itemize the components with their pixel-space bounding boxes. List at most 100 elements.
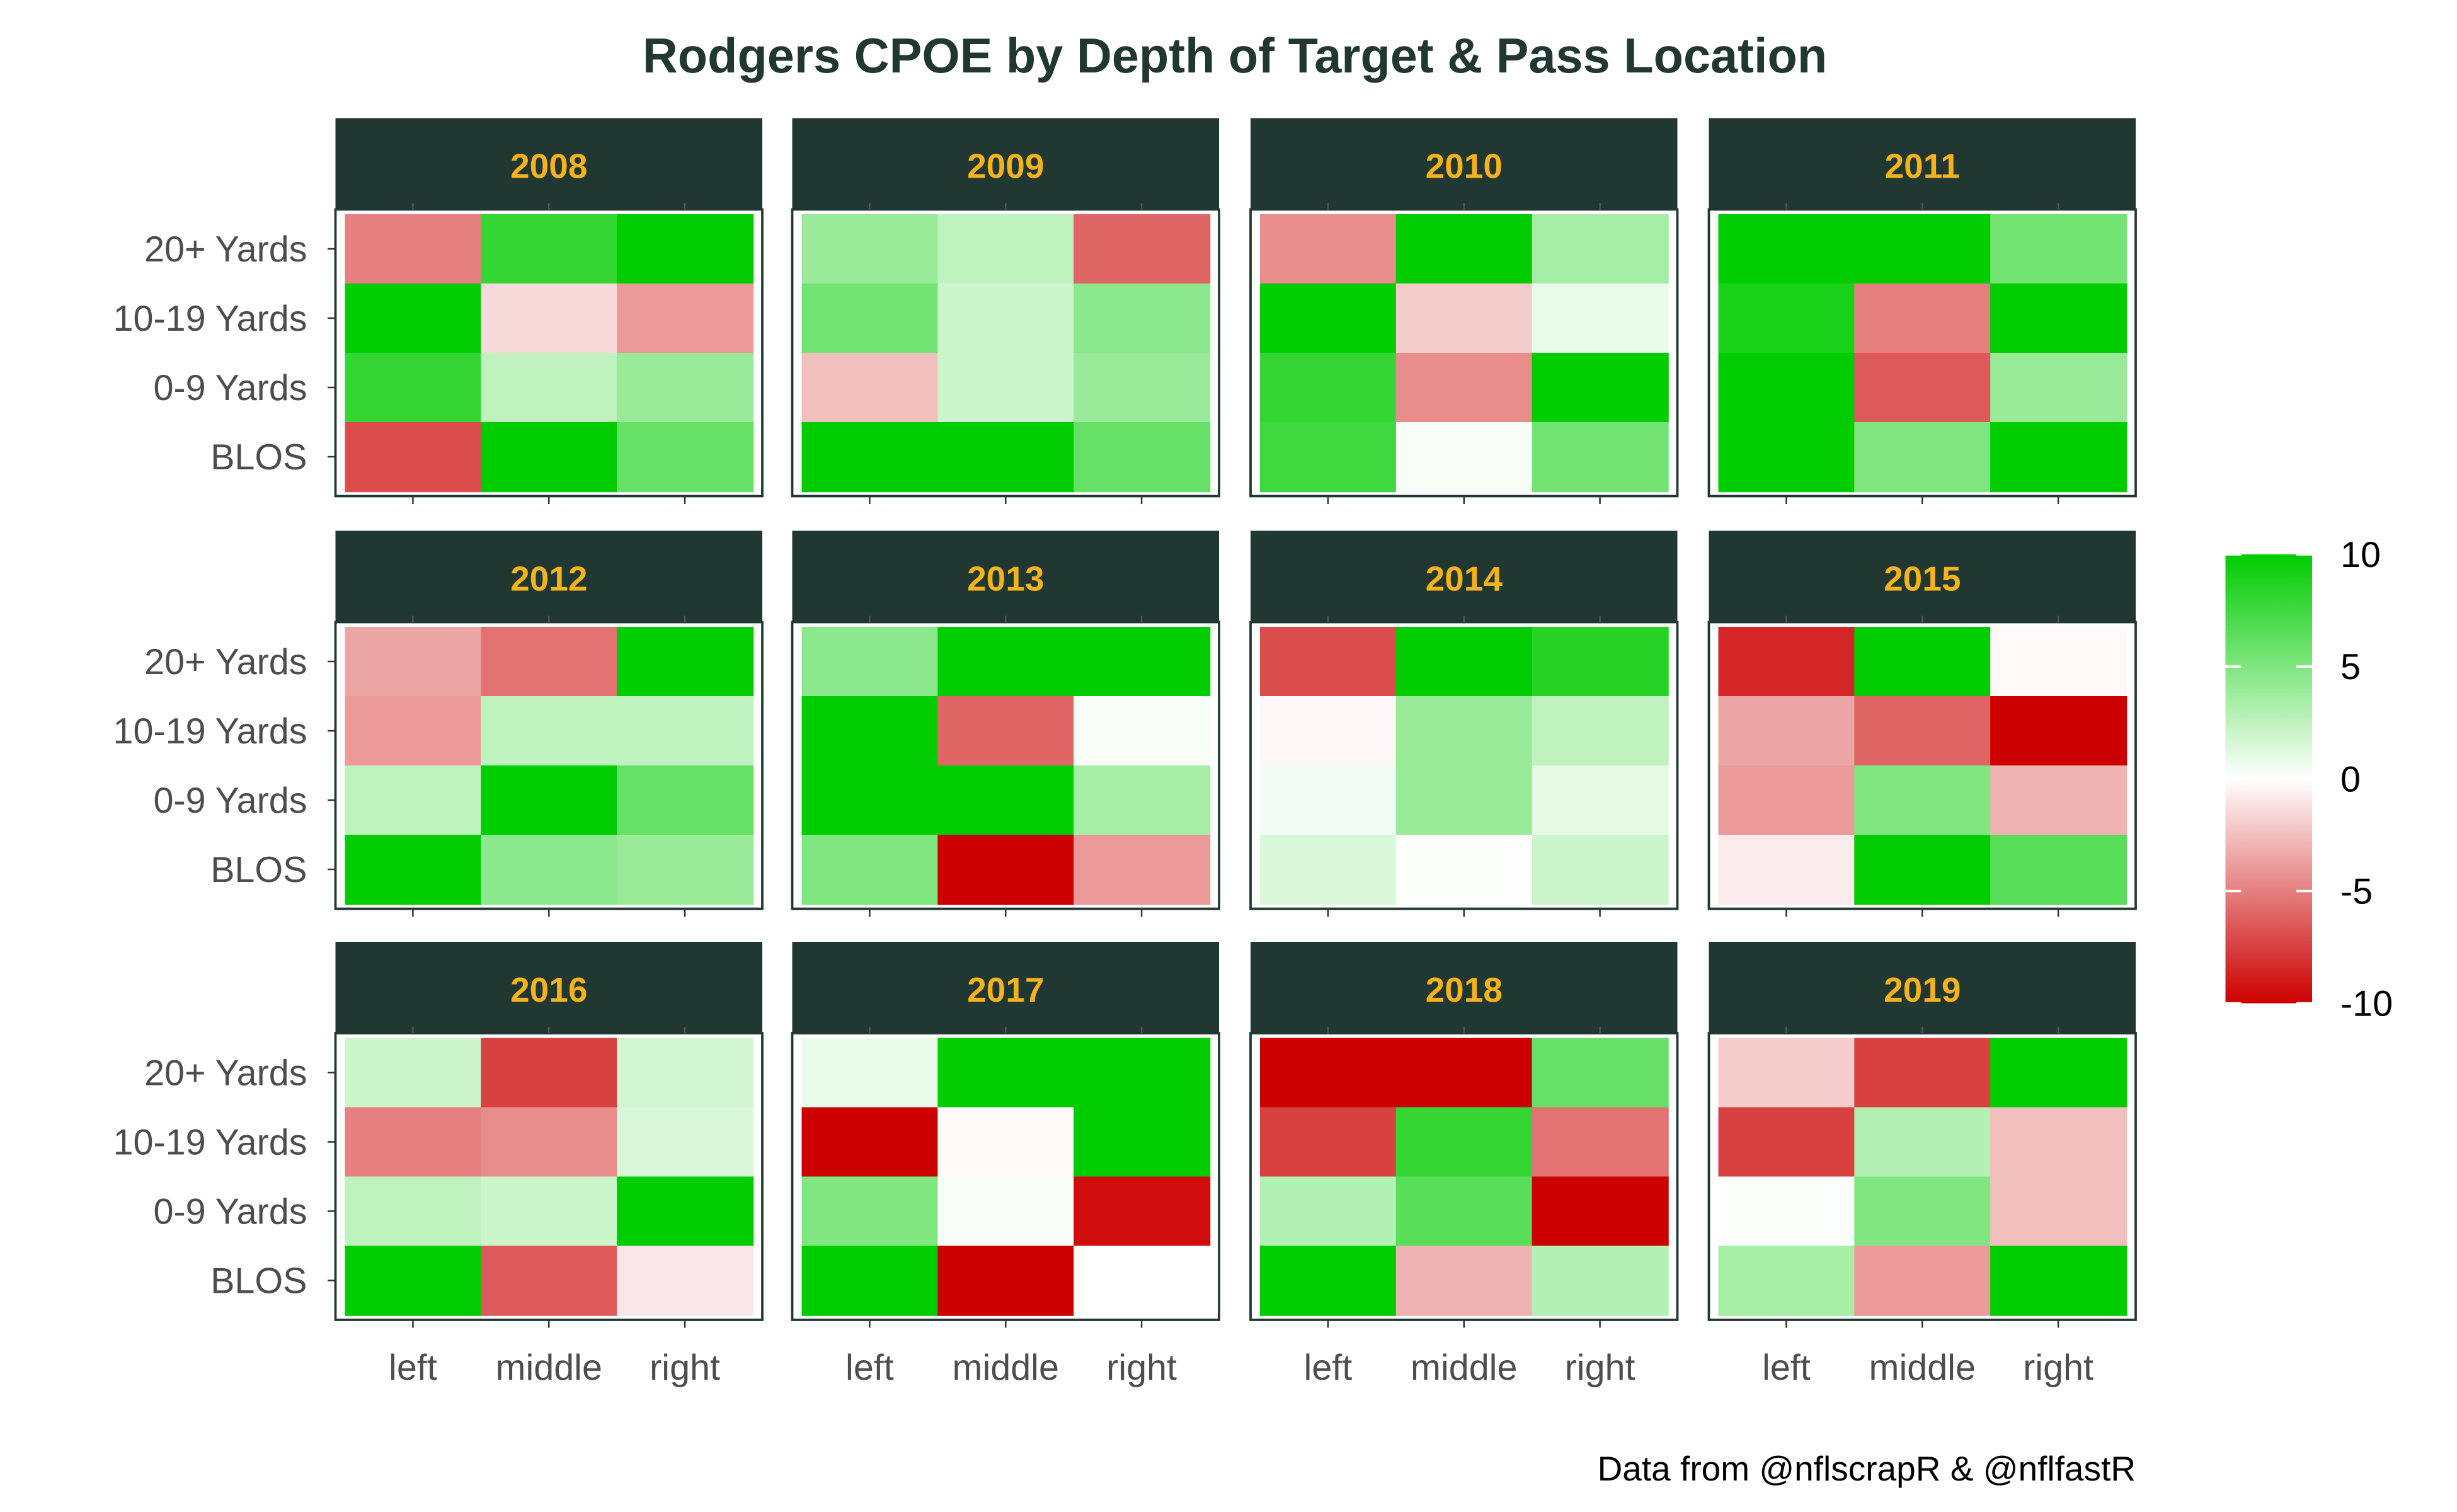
- heatmap-cell: [1854, 627, 1991, 697]
- heatmap-cell: [1395, 214, 1533, 285]
- y-tick-label: 0-9 Yards: [154, 1192, 307, 1232]
- heatmap-cell: [937, 696, 1075, 767]
- heatmap-cell: [937, 627, 1075, 697]
- heatmap-cell: [1074, 1038, 1211, 1108]
- x-tick-label: right: [650, 1348, 720, 1388]
- heatmap-cell: [1395, 353, 1533, 423]
- facet-strip: [792, 942, 1219, 1033]
- x-tick-label: middle: [1411, 1348, 1517, 1388]
- heatmap-cell: [801, 696, 939, 767]
- heatmap-cell: [1532, 1176, 1669, 1247]
- heatmap-cell: [1532, 627, 1669, 697]
- heatmap-cell: [481, 1038, 618, 1108]
- facet-strip-label: 2008: [510, 147, 587, 186]
- heatmap-cell: [1260, 835, 1397, 905]
- heatmap-cell: [937, 765, 1075, 836]
- y-tick-label: BLOS: [210, 1261, 307, 1302]
- heatmap-cell: [801, 1038, 939, 1108]
- heatmap-cell: [1395, 1246, 1533, 1316]
- y-tick-label: BLOS: [210, 850, 307, 890]
- heatmap-cell: [345, 353, 482, 423]
- heatmap-cell: [617, 284, 754, 354]
- facet-strip-label: 2017: [967, 970, 1044, 1009]
- heatmap-cell: [345, 284, 482, 354]
- heatmap-cell: [1718, 422, 1855, 493]
- panel-2015: 2015: [1707, 530, 2137, 917]
- y-tick-label: 0-9 Yards: [154, 368, 307, 408]
- legend-tick-label: -10: [2340, 984, 2393, 1024]
- heatmap-cell: [1718, 1107, 1855, 1177]
- heatmap-cell: [1074, 835, 1211, 905]
- heatmap-cell: [617, 1107, 754, 1177]
- x-tick-label: left: [845, 1348, 894, 1388]
- heatmap-cell: [1854, 1246, 1991, 1316]
- facet-strip-label: 2013: [967, 559, 1044, 598]
- heatmap-cell: [1395, 422, 1533, 493]
- facet-strip: [335, 942, 762, 1033]
- panel-2013: 2013: [791, 530, 1220, 917]
- heatmap-cell: [1990, 696, 2128, 767]
- facet-strip-label: 2011: [1885, 147, 1960, 186]
- heatmap-cell: [345, 1107, 482, 1177]
- heatmap-cell: [345, 214, 482, 285]
- facet-strip: [1709, 942, 2136, 1033]
- y-tick-label: 0-9 Yards: [154, 781, 307, 821]
- heatmap-cell: [481, 214, 618, 285]
- heatmap-cell: [1854, 696, 1991, 767]
- heatmap-cell: [617, 422, 754, 493]
- heatmap-cell: [1854, 353, 1991, 423]
- heatmap-cell: [1718, 1038, 1855, 1108]
- heatmap-cell: [1395, 1176, 1533, 1247]
- heatmap-cell: [481, 284, 618, 354]
- heatmap-cell: [481, 765, 618, 836]
- facet-strip-label: 2016: [510, 970, 587, 1009]
- heatmap-cell: [1074, 214, 1211, 285]
- heatmap-cell: [617, 835, 754, 905]
- heatmap-cell: [1990, 1038, 2128, 1108]
- heatmap-cell: [1260, 696, 1397, 767]
- heatmap-cell: [1718, 214, 1855, 285]
- x-tick-label: left: [1304, 1348, 1353, 1388]
- facet-strip-label: 2012: [510, 559, 587, 598]
- heatmap-cell: [937, 422, 1075, 493]
- heatmap-cell: [1532, 696, 1669, 767]
- heatmap-cell: [1395, 765, 1533, 836]
- heatmap-cell: [937, 1107, 1075, 1177]
- facet-strip: [1251, 118, 1678, 210]
- heatmap-cell: [1395, 284, 1533, 354]
- facet-strip: [1251, 530, 1678, 622]
- heatmap-cell: [1074, 765, 1211, 836]
- heatmap-cell: [345, 835, 482, 905]
- x-tick-label: left: [389, 1348, 437, 1388]
- heatmap-cell: [937, 835, 1075, 905]
- heatmap-cell: [1854, 765, 1991, 836]
- heatmap-cell: [1260, 1176, 1397, 1247]
- heatmap-cell: [1854, 214, 1991, 285]
- heatmap-cell: [1395, 1107, 1533, 1177]
- heatmap-cell: [1990, 214, 2128, 285]
- facet-strip: [1251, 942, 1678, 1033]
- heatmap-cell: [1074, 353, 1211, 423]
- y-tick-label: 10-19 Yards: [113, 299, 307, 339]
- heatmap-cell: [1074, 1107, 1211, 1177]
- heatmap-cell: [345, 765, 482, 836]
- heatmap-cell: [937, 353, 1075, 423]
- heatmap-cell: [801, 627, 939, 697]
- y-tick-label: 20+ Yards: [144, 642, 307, 682]
- facet-strip-label: 2014: [1426, 559, 1503, 598]
- panel-2014: 2014: [1249, 530, 1679, 917]
- heatmap-cell: [1260, 214, 1397, 285]
- heatmap-cell: [617, 1038, 754, 1108]
- heatmap-cell: [617, 1176, 754, 1247]
- heatmap-cell: [1395, 1038, 1533, 1108]
- legend-tick-label: 10: [2340, 535, 2381, 575]
- heatmap-cell: [1990, 627, 2128, 697]
- heatmap-cell: [1854, 422, 1991, 493]
- heatmap-cell: [1260, 422, 1397, 493]
- heatmap-cell: [1260, 765, 1397, 836]
- heatmap-cell: [1990, 1107, 2128, 1177]
- facet-strip: [792, 118, 1219, 210]
- heatmap-cell: [345, 1038, 482, 1108]
- heatmap-cell: [801, 422, 939, 493]
